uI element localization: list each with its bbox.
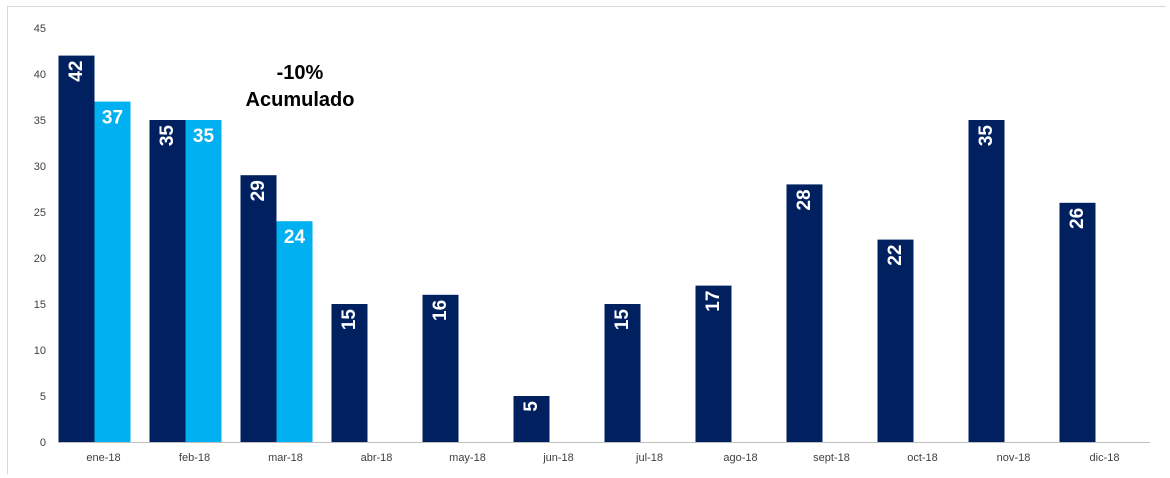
- bar: [786, 184, 823, 442]
- bar-value-label: 15: [339, 309, 360, 331]
- bar-value-label: 28: [794, 189, 815, 210]
- y-tick-label: 45: [34, 23, 46, 35]
- bar-value-label: 17: [703, 291, 724, 312]
- y-tick-label: 20: [34, 253, 46, 265]
- bar-value-label: 16: [430, 300, 451, 321]
- bar: [422, 294, 459, 442]
- bar-labels: 42 37 35 35 29 24 15 16 5 15 17 28 22 35 26: [66, 61, 1088, 412]
- y-axis: 0 5 10 15 20 25 30 35 40 45: [34, 23, 46, 449]
- bar-value-label: 42: [66, 61, 87, 82]
- x-tick-label: nov-18: [997, 452, 1031, 464]
- bar-value-label: 26: [1067, 208, 1088, 229]
- x-tick-label: abr-18: [361, 452, 393, 464]
- bar-value-label: 35: [976, 125, 997, 147]
- x-tick-label: ene-18: [86, 452, 120, 464]
- bar: [331, 304, 368, 442]
- x-tick-label: sept-18: [813, 452, 850, 464]
- chart-frame: [7, 6, 1166, 474]
- bar: [94, 101, 131, 442]
- bar: [240, 175, 277, 442]
- x-tick-label: may-18: [449, 452, 486, 464]
- bar: [185, 120, 222, 442]
- bar: [513, 396, 550, 442]
- x-axis: ene-18 feb-18 mar-18 abr-18 may-18 jun-18 jul-…: [58, 442, 1150, 464]
- y-tick-label: 5: [40, 391, 46, 403]
- bar-value-label: 37: [102, 108, 123, 129]
- bar: [1059, 202, 1096, 442]
- bar: [877, 239, 914, 442]
- bar: [695, 285, 732, 442]
- bar: [276, 221, 313, 442]
- x-tick-label: ago-18: [723, 452, 757, 464]
- x-tick-label: mar-18: [268, 452, 303, 464]
- bar-value-label: 24: [284, 227, 306, 248]
- bars: [58, 55, 1096, 442]
- bar: [58, 55, 95, 442]
- bar: [149, 120, 186, 442]
- y-tick-label: 0: [40, 437, 46, 449]
- y-tick-label: 30: [34, 161, 46, 173]
- y-tick-label: 25: [34, 207, 46, 219]
- y-tick-label: 40: [34, 69, 46, 81]
- x-tick-label: dic-18: [1090, 452, 1120, 464]
- bar: [968, 120, 1005, 442]
- x-tick-label: jun-18: [542, 452, 574, 464]
- bar-value-label: 35: [193, 126, 215, 147]
- annotation-label: Acumulado: [246, 89, 355, 111]
- y-tick-label: 15: [34, 299, 46, 311]
- y-tick-label: 10: [34, 345, 46, 357]
- bar: [604, 304, 641, 442]
- x-tick-label: jul-18: [635, 452, 663, 464]
- annotation-percent: -10%: [277, 62, 324, 84]
- y-tick-label: 35: [34, 115, 46, 127]
- bar-value-label: 5: [521, 401, 542, 412]
- x-tick-label: oct-18: [907, 452, 938, 464]
- bar-value-label: 15: [612, 309, 633, 331]
- bar-value-label: 35: [157, 125, 178, 147]
- x-tick-label: feb-18: [179, 452, 210, 464]
- bar-value-label: 29: [248, 180, 269, 201]
- bar-value-label: 22: [885, 245, 906, 266]
